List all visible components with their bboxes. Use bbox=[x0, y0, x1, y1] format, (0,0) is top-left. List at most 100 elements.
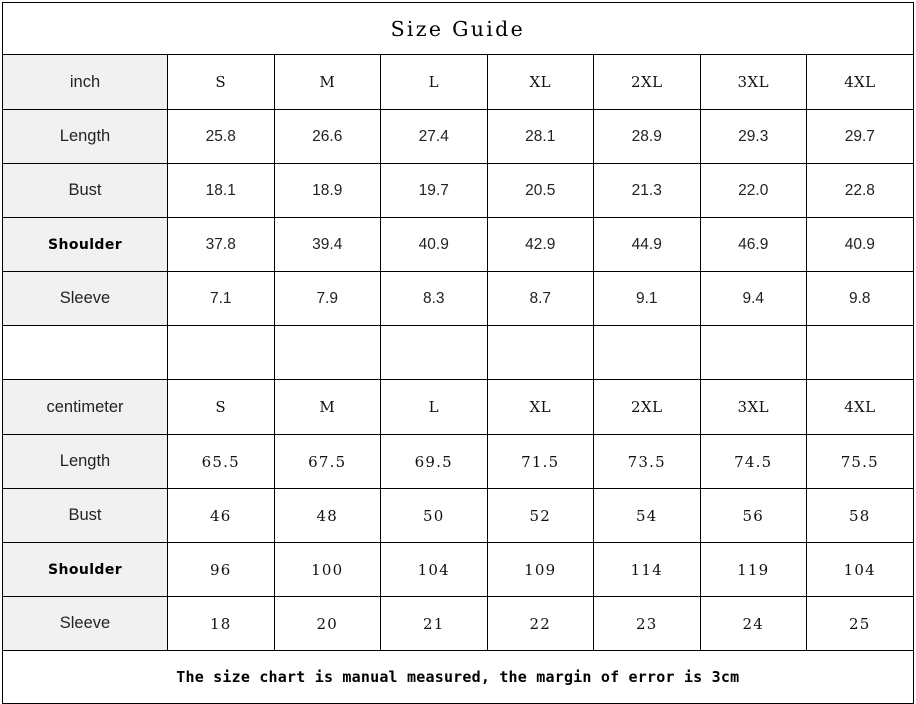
column-header-cm-4xl: 4XL bbox=[806, 379, 914, 435]
spacer-cell-label bbox=[2, 325, 168, 380]
column-header-xl: XL bbox=[486, 54, 594, 110]
centimeter-header-row: centimeter S M L XL 2XL 3XL 4XL bbox=[2, 379, 914, 435]
cell-bust-cm-3xl: 56 bbox=[699, 488, 807, 543]
column-header-s: S bbox=[167, 54, 275, 110]
table-row: Length 65.5 67.5 69.5 71.5 73.5 74.5 75.… bbox=[2, 434, 914, 489]
cell-shoulder-inch-m: 39.4 bbox=[273, 217, 381, 272]
row-label-shoulder-cm: Shoulder bbox=[2, 542, 168, 597]
cell-bust-cm-4xl: 58 bbox=[806, 488, 914, 543]
row-label-length-cm: Length bbox=[2, 434, 168, 489]
note-row: The size chart is manual measured, the m… bbox=[2, 650, 914, 704]
row-label-sleeve-inch: Sleeve bbox=[2, 271, 168, 326]
cell-sleeve-inch-4xl: 9.8 bbox=[806, 271, 914, 326]
cell-sleeve-inch-m: 7.9 bbox=[273, 271, 381, 326]
cell-sleeve-inch-l: 8.3 bbox=[380, 271, 488, 326]
cell-bust-cm-xl: 52 bbox=[486, 488, 594, 543]
cell-sleeve-inch-2xl: 9.1 bbox=[593, 271, 701, 326]
cell-length-inch-s: 25.8 bbox=[167, 109, 275, 164]
cell-shoulder-cm-l: 104 bbox=[380, 542, 488, 597]
cell-sleeve-cm-xl: 22 bbox=[486, 596, 594, 651]
cell-shoulder-inch-3xl: 46.9 bbox=[699, 217, 807, 272]
unit-label-centimeter: centimeter bbox=[2, 379, 168, 435]
cell-bust-inch-xl: 20.5 bbox=[486, 163, 594, 218]
cell-sleeve-cm-l: 21 bbox=[380, 596, 488, 651]
row-label-length-inch: Length bbox=[2, 109, 168, 164]
cell-bust-cm-s: 46 bbox=[167, 488, 275, 543]
page-title: Size Guide bbox=[2, 2, 914, 55]
table-row: Sleeve 18 20 21 22 23 24 25 bbox=[2, 596, 914, 651]
cell-length-cm-xl: 71.5 bbox=[486, 434, 594, 489]
cell-shoulder-inch-4xl: 40.9 bbox=[806, 217, 914, 272]
column-header-cm-2xl: 2XL bbox=[593, 379, 701, 435]
cell-shoulder-cm-2xl: 114 bbox=[593, 542, 701, 597]
cell-bust-inch-2xl: 21.3 bbox=[593, 163, 701, 218]
cell-shoulder-cm-m: 100 bbox=[273, 542, 381, 597]
column-header-2xl: 2XL bbox=[593, 54, 701, 110]
cell-bust-inch-m: 18.9 bbox=[273, 163, 381, 218]
cell-shoulder-inch-2xl: 44.9 bbox=[593, 217, 701, 272]
cell-length-cm-4xl: 75.5 bbox=[806, 434, 914, 489]
cell-bust-inch-3xl: 22.0 bbox=[699, 163, 807, 218]
row-label-bust-cm: Bust bbox=[2, 488, 168, 543]
column-header-4xl: 4XL bbox=[806, 54, 914, 110]
cell-length-cm-m: 67.5 bbox=[273, 434, 381, 489]
column-header-cm-m: M bbox=[273, 379, 381, 435]
cell-sleeve-inch-3xl: 9.4 bbox=[699, 271, 807, 326]
table-row: Sleeve 7.1 7.9 8.3 8.7 9.1 9.4 9.8 bbox=[2, 271, 914, 326]
cell-sleeve-cm-s: 18 bbox=[167, 596, 275, 651]
cell-shoulder-inch-s: 37.8 bbox=[167, 217, 275, 272]
cell-length-inch-l: 27.4 bbox=[380, 109, 488, 164]
cell-bust-cm-l: 50 bbox=[380, 488, 488, 543]
table-row: Bust 46 48 50 52 54 56 58 bbox=[2, 488, 914, 543]
spacer-cell-4xl bbox=[806, 325, 914, 380]
unit-label-inch: inch bbox=[2, 54, 168, 110]
cell-length-inch-4xl: 29.7 bbox=[806, 109, 914, 164]
cell-bust-inch-4xl: 22.8 bbox=[806, 163, 914, 218]
cell-sleeve-cm-m: 20 bbox=[273, 596, 381, 651]
cell-shoulder-inch-l: 40.9 bbox=[380, 217, 488, 272]
table-row: Bust 18.1 18.9 19.7 20.5 21.3 22.0 22.8 bbox=[2, 163, 914, 218]
column-header-cm-s: S bbox=[167, 379, 275, 435]
cell-length-inch-xl: 28.1 bbox=[486, 109, 594, 164]
cell-bust-cm-m: 48 bbox=[273, 488, 381, 543]
cell-shoulder-cm-4xl: 104 bbox=[806, 542, 914, 597]
cell-length-cm-2xl: 73.5 bbox=[593, 434, 701, 489]
column-header-m: M bbox=[273, 54, 381, 110]
spacer-cell-l bbox=[380, 325, 488, 380]
row-label-sleeve-cm: Sleeve bbox=[2, 596, 168, 651]
measurement-note: The size chart is manual measured, the m… bbox=[2, 650, 914, 704]
row-label-shoulder-inch: Shoulder bbox=[2, 217, 168, 272]
cell-sleeve-cm-4xl: 25 bbox=[806, 596, 914, 651]
cell-length-inch-m: 26.6 bbox=[273, 109, 381, 164]
column-header-3xl: 3XL bbox=[699, 54, 807, 110]
spacer-cell-xl bbox=[486, 325, 594, 380]
cell-sleeve-cm-2xl: 23 bbox=[593, 596, 701, 651]
cell-length-cm-3xl: 74.5 bbox=[699, 434, 807, 489]
title-row: Size Guide bbox=[2, 2, 914, 55]
cell-sleeve-inch-xl: 8.7 bbox=[486, 271, 594, 326]
row-label-bust-inch: Bust bbox=[2, 163, 168, 218]
cell-bust-cm-2xl: 54 bbox=[593, 488, 701, 543]
cell-shoulder-cm-s: 96 bbox=[167, 542, 275, 597]
spacer-cell-3xl bbox=[699, 325, 807, 380]
column-header-cm-3xl: 3XL bbox=[699, 379, 807, 435]
cell-sleeve-cm-3xl: 24 bbox=[699, 596, 807, 651]
column-header-cm-xl: XL bbox=[486, 379, 594, 435]
table-row: Shoulder 96 100 104 109 114 119 104 bbox=[2, 542, 914, 597]
cell-length-cm-s: 65.5 bbox=[167, 434, 275, 489]
cell-length-inch-2xl: 28.9 bbox=[593, 109, 701, 164]
table-row: Length 25.8 26.6 27.4 28.1 28.9 29.3 29.… bbox=[2, 109, 914, 164]
table-row: Shoulder 37.8 39.4 40.9 42.9 44.9 46.9 4… bbox=[2, 217, 914, 272]
column-header-cm-l: L bbox=[380, 379, 488, 435]
inch-header-row: inch S M L XL 2XL 3XL 4XL bbox=[2, 54, 914, 110]
section-spacer-row bbox=[2, 325, 914, 380]
cell-length-inch-3xl: 29.3 bbox=[699, 109, 807, 164]
spacer-cell-m bbox=[273, 325, 381, 380]
spacer-cell-2xl bbox=[593, 325, 701, 380]
cell-shoulder-inch-xl: 42.9 bbox=[486, 217, 594, 272]
spacer-cell-s bbox=[167, 325, 275, 380]
cell-shoulder-cm-xl: 109 bbox=[486, 542, 594, 597]
